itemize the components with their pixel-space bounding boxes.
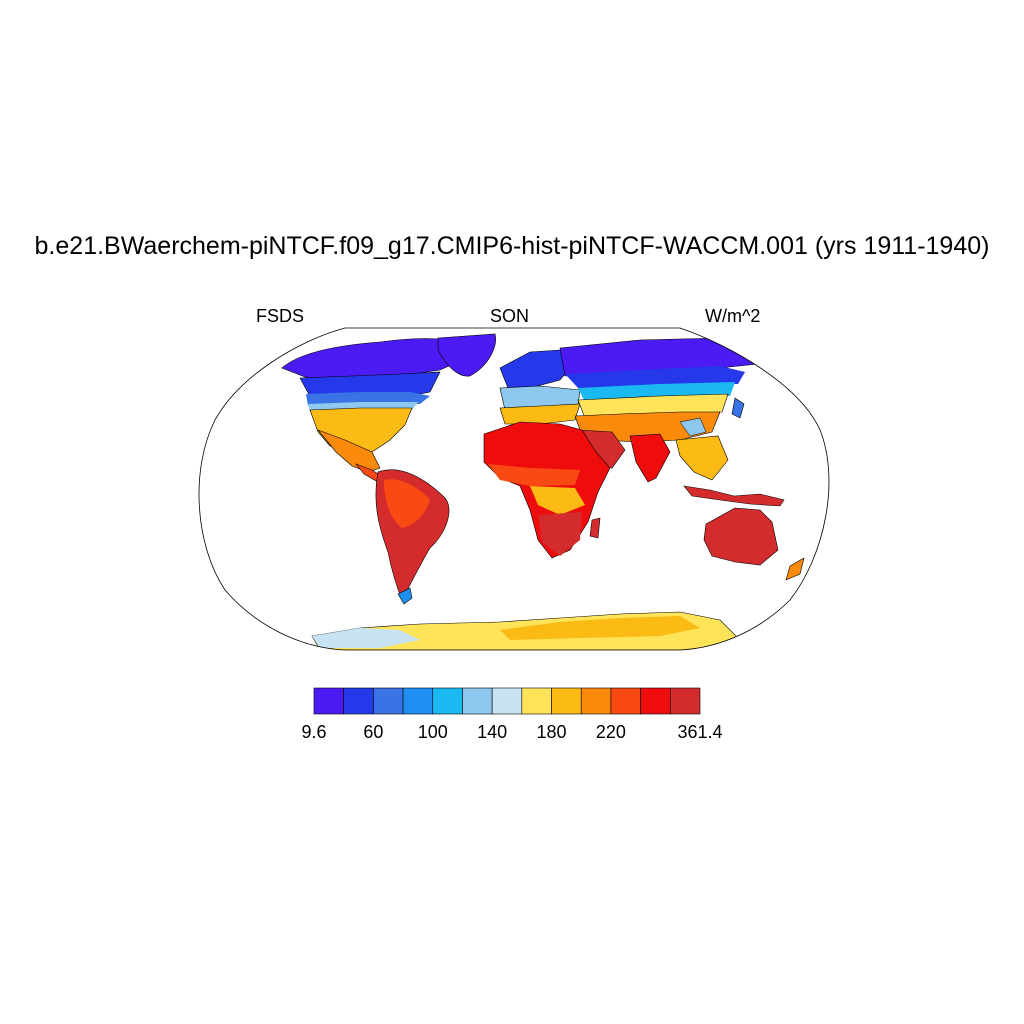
colorbar-swatch [491,687,523,715]
land-layer [281,333,805,650]
colorbar-swatch [462,687,493,715]
colorbar-tick-label: 9.6 [301,722,326,742]
central-africa [530,486,585,515]
indonesia [683,485,785,507]
colorbar-swatch [580,687,612,715]
japan [731,397,745,419]
variable-label: FSDS [256,306,305,326]
colorbar-swatch [610,687,641,715]
colorbar-swatch [640,687,671,715]
se-asia [675,435,729,481]
greenland [437,333,496,377]
plot-title: b.e21.BWaerchem-piNTCF.f09_g17.CMIP6-his… [34,232,990,260]
colorbar-tick-label: 220 [596,722,626,742]
mexico [317,429,381,473]
colorbar-swatch [343,687,374,715]
colorbar-swatch [313,687,344,715]
south-america-interior [384,479,430,528]
southern-africa [538,512,582,556]
india [629,433,671,483]
madagascar [589,517,601,539]
new-zealand [785,557,805,581]
colorbar-tick-label: 140 [477,722,507,742]
patagonia [397,587,413,605]
asia-mid-band [578,382,735,402]
colorbar-tick-label: 361.4 [677,722,722,742]
sahel [488,464,580,486]
colorbar-swatch [551,687,582,715]
globe-outline [198,327,830,651]
colorbar-tick-label: 100 [418,722,448,742]
antarctica-west [312,628,420,648]
europe-south [499,403,581,425]
antarctica-east-orange [500,616,700,640]
season-label: SON [490,306,530,326]
colorbar-tick-label: 180 [537,722,567,742]
colorbar-swatch [670,687,701,715]
tibet [679,417,707,437]
colorbar: 9.6 60 100 140 180 220 361.4 [301,687,723,742]
colorbar-swatch [373,687,404,715]
colorbar-swatch [521,687,552,715]
units-label: W/m^2 [705,306,761,326]
colorbar-swatch [432,687,463,715]
colorbar-tick-label: 60 [363,722,383,742]
colorbar-swatch [402,687,434,715]
australia [703,507,779,566]
